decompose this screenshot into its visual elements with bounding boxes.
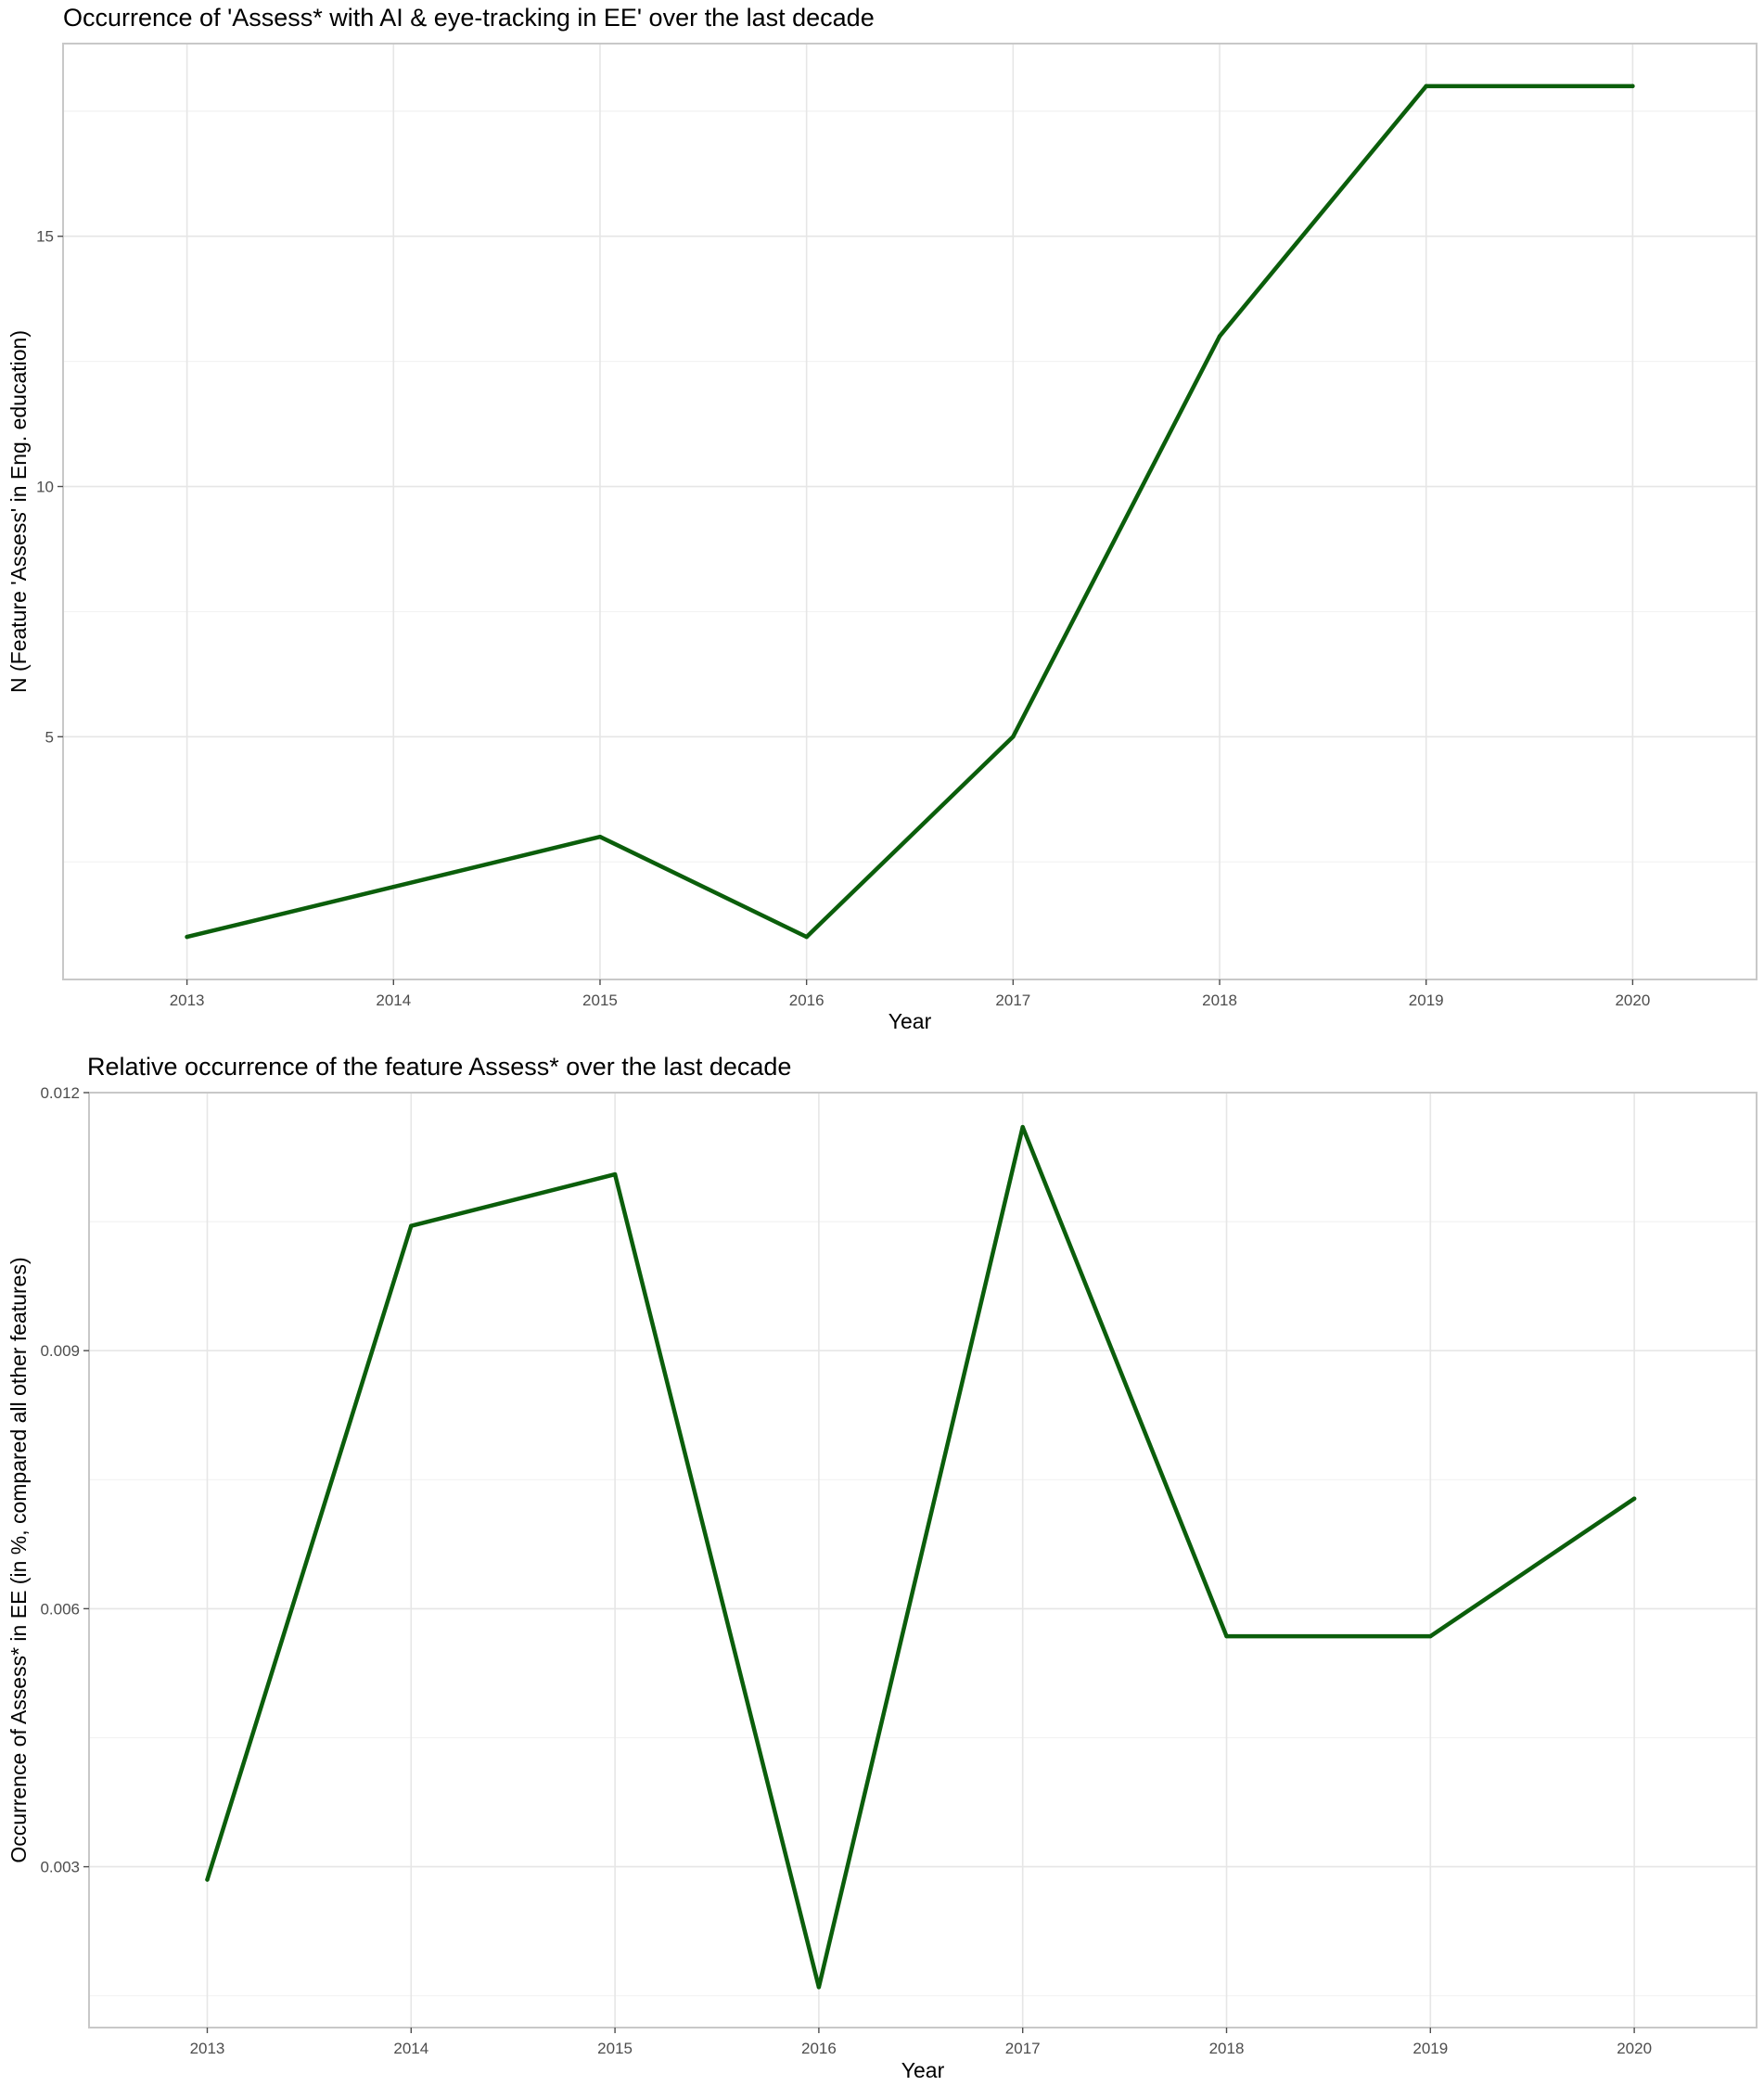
x-tick-label: 2020 (1615, 992, 1650, 1009)
x-tick-label: 2016 (789, 992, 824, 1009)
x-axis-ticks: 2013 2014 2015 2016 2017 2018 2019 2020 (190, 2028, 1652, 2057)
y-tick-label: 0.003 (40, 1859, 80, 1876)
y-tick-label: 15 (36, 228, 54, 246)
x-tick-label: 2018 (1202, 992, 1237, 1009)
data-point (1428, 1633, 1433, 1639)
data-point (1020, 1124, 1025, 1130)
chart-relative-occurrence: Relative occurrence of the feature Asses… (6, 1053, 1758, 2082)
y-axis-ticks: 0.003 0.006 0.009 0.012 (40, 1084, 89, 1876)
data-point (1424, 83, 1428, 89)
plot-frame (62, 43, 1758, 980)
x-axis-title: Year (901, 2058, 945, 2082)
x-tick-label: 2019 (1412, 2040, 1448, 2057)
series-layer (205, 1124, 1637, 1990)
chart-title: Occurrence of 'Assess* with AI & eye-tra… (63, 4, 875, 32)
x-tick-label: 2018 (1209, 2040, 1245, 2057)
data-point (205, 1877, 210, 1882)
chart-title: Relative occurrence of the feature Asses… (87, 1053, 791, 1081)
data-point (612, 1171, 618, 1177)
x-tick-label: 2013 (190, 2040, 225, 2057)
x-axis-ticks: 2013 2014 2015 2016 2017 2018 2019 2020 (170, 979, 1650, 1009)
data-point (597, 835, 603, 839)
y-axis-title: N (Feature 'Assess' in Eng. education) (6, 330, 31, 693)
grid (63, 44, 1757, 979)
x-tick-label: 2015 (597, 2040, 633, 2057)
y-tick-label: 0.006 (40, 1600, 80, 1618)
plot-frame (88, 1092, 1758, 2028)
data-point (391, 884, 396, 889)
y-tick-label: 5 (45, 728, 54, 746)
data-point (1224, 1633, 1229, 1639)
data-point (804, 934, 809, 940)
data-point (185, 934, 189, 940)
x-tick-label: 2013 (170, 992, 205, 1009)
data-point (409, 1223, 414, 1228)
y-tick-label: 0.009 (40, 1342, 80, 1360)
x-axis-title: Year (888, 1009, 932, 1033)
series-layer (185, 83, 1635, 940)
x-tick-label: 2014 (393, 2040, 428, 2057)
series-line (205, 1124, 1637, 1990)
data-point (1631, 1496, 1637, 1501)
data-point (1217, 334, 1222, 339)
x-tick-label: 2016 (801, 2040, 837, 2057)
grid (89, 1092, 1757, 2028)
data-point (1011, 735, 1016, 739)
x-tick-label: 2017 (1005, 2040, 1041, 2057)
y-tick-label: 0.012 (40, 1084, 80, 1102)
data-point (816, 1985, 822, 1990)
x-tick-label: 2014 (376, 992, 411, 1009)
x-tick-label: 2015 (582, 992, 618, 1009)
y-tick-label: 10 (36, 479, 54, 496)
y-axis-title: Occurrence of Assess* in EE (in %, compa… (6, 1257, 31, 1862)
x-tick-label: 2019 (1409, 992, 1444, 1009)
x-tick-label: 2017 (995, 992, 1030, 1009)
y-axis-ticks: 5 10 15 (36, 228, 63, 746)
series-line (185, 83, 1635, 940)
chart-absolute-occurrence: Occurrence of 'Assess* with AI & eye-tra… (6, 4, 1758, 1033)
x-tick-label: 2020 (1617, 2040, 1652, 2057)
data-point (1630, 83, 1635, 89)
